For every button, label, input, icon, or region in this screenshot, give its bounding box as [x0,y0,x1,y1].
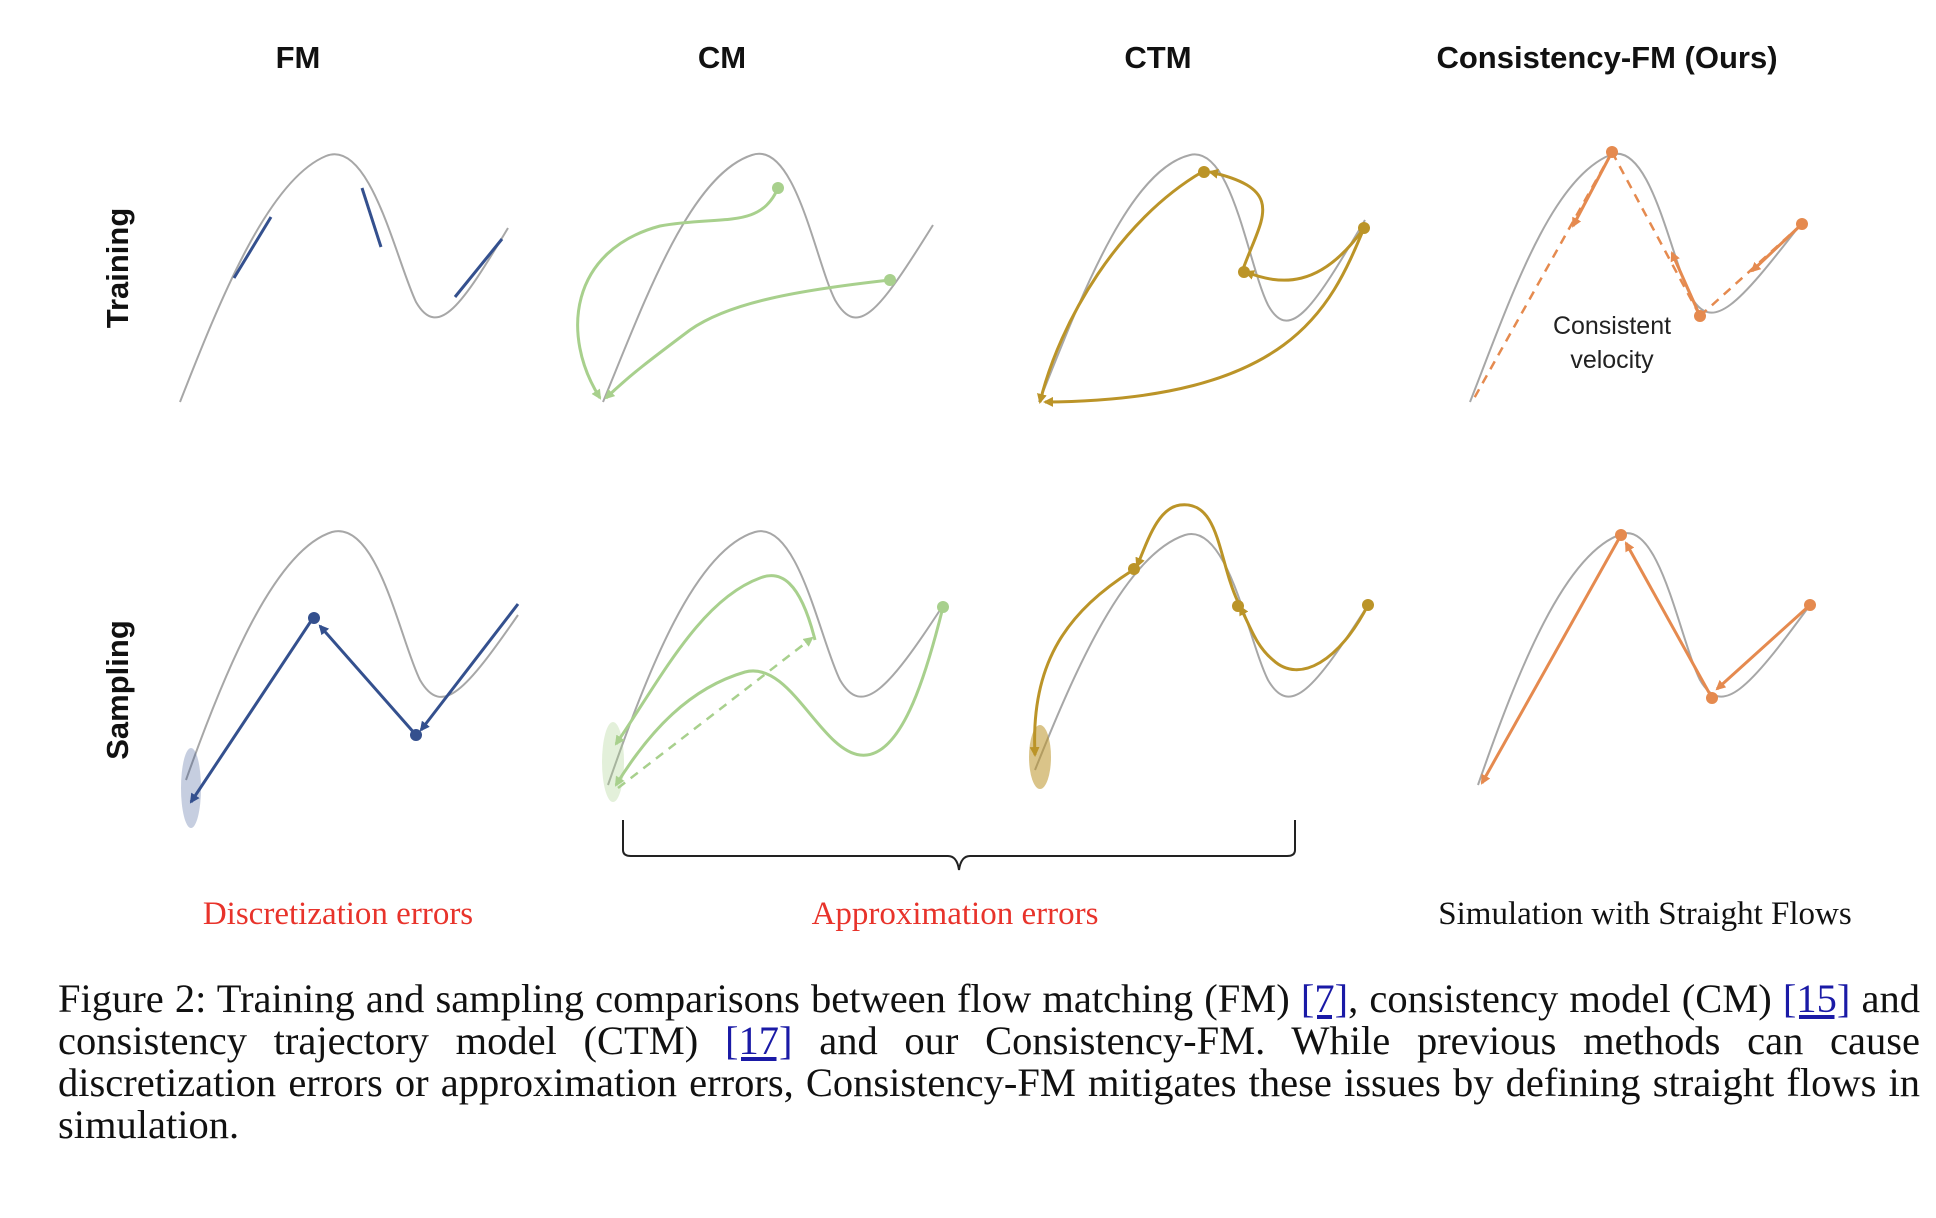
cfm-arrow [1624,541,1714,699]
cm-dashed-arrow [617,636,814,789]
cfm-arrow [1750,222,1804,273]
citation-link-7[interactable]: [7] [1300,976,1349,1021]
ctm-point [1362,599,1374,611]
reference-curve [1034,533,1369,771]
caption-text: Figure 2: Training and sampling comparis… [58,976,1301,1021]
cm-arrow [614,606,945,787]
reference-curve [1469,152,1801,403]
column-title-fm: FM [276,40,321,75]
ctm-point [1128,563,1140,575]
cm-sampling-panel [602,530,949,802]
cm-training-panel [576,152,934,403]
error-spread [602,722,624,802]
ctm-arrow [1037,170,1203,404]
caption-text: and our Consistency-FM. While previous m… [58,1018,1920,1147]
cfm-point [1694,310,1706,322]
ctm-point [1238,266,1250,278]
fm-training-panel [179,153,509,403]
annotation-velocity: velocity [1570,346,1654,374]
cfm-point [1615,529,1627,541]
annotation-consistent: Consistent [1553,312,1671,340]
ctm-arrow [1244,227,1366,282]
column-title-consistency-fm: Consistency-FM (Ours) [1436,40,1777,75]
cfm-arrow [1571,151,1614,228]
cm-arrow [576,187,780,400]
ctm-point [1198,166,1210,178]
reference-curve [607,530,943,786]
consistency-fm-sampling-panel [1477,529,1816,786]
reference-curve [1477,532,1811,786]
approximation-brace [622,820,1296,871]
row-label-training: Training [100,208,135,329]
label-approximation-errors: Approximation errors [812,896,1099,932]
reference-curve [602,152,934,403]
ctm-arrow [1043,227,1366,407]
figure-caption: Figure 2: Training and sampling comparis… [58,978,1920,1146]
column-title-cm: CM [698,40,746,75]
cfm-arrow [1715,603,1812,691]
cfm-arrow [1480,534,1623,785]
ctm-arrow [1238,604,1370,672]
velocity-segment [453,238,504,298]
ctm-point [1358,222,1370,234]
velocity-segment [360,187,383,248]
fm-arrow [419,603,520,732]
cfm-point [1706,692,1718,704]
caption-text: and consistency trajectory model (CTM) [58,976,1920,1063]
ctm-sampling-panel [1029,503,1374,789]
citation-link-17[interactable]: [17] [725,1018,793,1063]
fm-point [410,729,422,741]
citation-link-15[interactable]: [15] [1782,976,1851,1021]
cfm-arrow [1670,251,1702,317]
consistency-fm-training-panel: Consistent velocity [1469,146,1808,403]
caption-text: , consistency model (CM) [1348,976,1783,1021]
fm-arrow [318,624,418,736]
cm-point [772,182,784,194]
ctm-arrow [1029,568,1134,757]
reference-curve [185,530,519,781]
ctm-training-panel [1037,153,1370,407]
ctm-point [1232,600,1244,612]
reference-curve [179,153,509,403]
cfm-point [1796,218,1808,230]
fm-sampling-panel [181,530,520,828]
ctm-arrow [1208,168,1265,273]
label-simulation-straight-flows: Simulation with Straight Flows [1438,896,1851,932]
cm-point [937,601,949,613]
reference-curve [1038,153,1366,403]
cm-point [884,274,896,286]
cfm-dashed [1610,151,1702,317]
label-discretization-errors: Discretization errors [203,896,473,932]
cm-arrow [604,278,891,400]
cm-arrow [614,574,817,746]
fm-arrow [189,617,315,804]
row-label-sampling: Sampling [100,620,135,760]
fm-point [308,612,320,624]
column-title-ctm: CTM [1124,40,1191,75]
cfm-point [1804,599,1816,611]
error-spread [181,748,201,828]
cfm-point [1606,146,1618,158]
comparison-figure: FM CM CTM Consistency-FM (Ours) Training… [100,40,1852,932]
velocity-segment [232,216,273,279]
ctm-arrow [1135,503,1240,603]
error-spread [1029,725,1051,789]
